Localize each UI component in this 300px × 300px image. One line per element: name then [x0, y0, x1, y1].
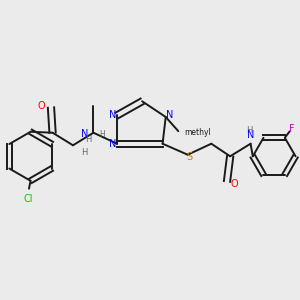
Text: O: O	[230, 179, 238, 189]
Text: N: N	[109, 110, 116, 120]
Text: H: H	[99, 130, 105, 139]
Text: H: H	[85, 135, 92, 144]
Text: N: N	[166, 110, 173, 120]
Text: Cl: Cl	[24, 194, 33, 204]
Text: S: S	[186, 152, 192, 162]
Text: N: N	[109, 139, 116, 149]
Text: H: H	[246, 126, 252, 135]
Text: F: F	[289, 124, 295, 134]
Text: H: H	[81, 148, 87, 157]
Text: O: O	[37, 101, 45, 111]
Text: N: N	[81, 129, 88, 139]
Text: N: N	[247, 130, 254, 140]
Text: methyl: methyl	[184, 128, 211, 137]
